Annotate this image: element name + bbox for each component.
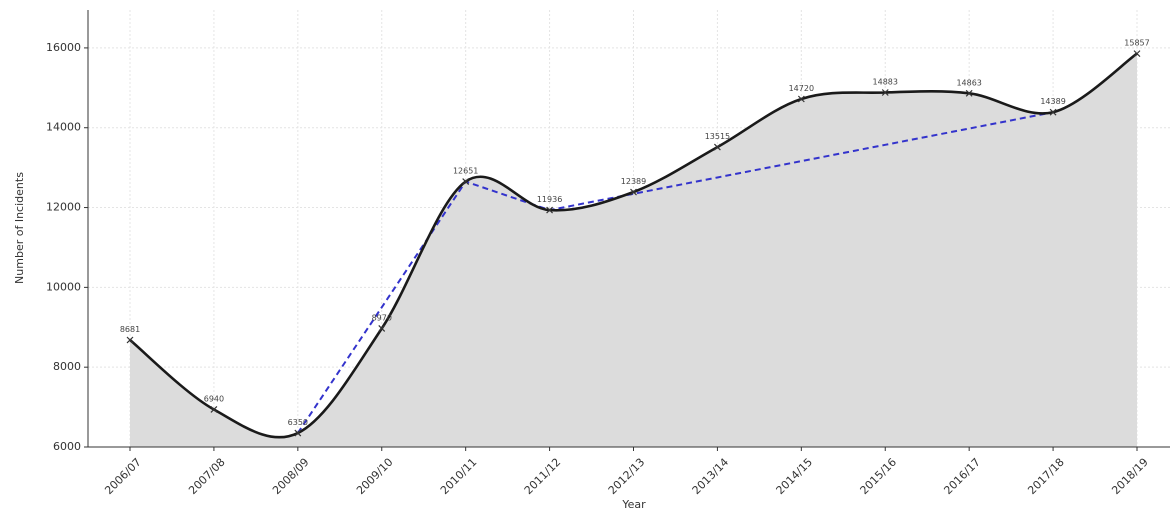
value-label: 8681 <box>120 325 140 334</box>
y-tick-label: 6000 <box>53 440 81 453</box>
x-tick-label: 2006/07 <box>102 456 144 498</box>
point-marker <box>797 95 805 103</box>
y-tick-label: 16000 <box>46 41 81 54</box>
point-marker <box>965 89 973 97</box>
area <box>130 53 1137 448</box>
value-label: 14863 <box>956 78 981 87</box>
x-tick-label: 2010/11 <box>438 456 480 498</box>
y-axis-label: Number of Incidents <box>13 172 26 284</box>
value-label: 6350 <box>288 418 308 427</box>
y-tick-label: 8000 <box>53 360 81 373</box>
x-tick-label: 2011/12 <box>522 456 564 498</box>
point-marker <box>713 143 721 151</box>
x-tick-label: 2013/14 <box>690 456 732 498</box>
x-tick-label: 2007/08 <box>186 456 228 498</box>
x-tick-label: 2008/09 <box>270 456 312 498</box>
point-marker <box>126 336 134 344</box>
trend-line <box>297 111 1054 434</box>
x-tick-label: 2016/17 <box>941 456 983 498</box>
value-label: 15857 <box>1124 39 1149 48</box>
x-tick-label: 2018/19 <box>1109 456 1151 498</box>
x-axis-label: Year <box>621 498 646 511</box>
x-tick-label: 2014/15 <box>774 456 816 498</box>
point-marker <box>378 325 386 332</box>
point-marker <box>881 89 889 96</box>
value-label: 14720 <box>789 84 814 93</box>
value-label: 8970 <box>372 313 392 322</box>
y-tick-label: 12000 <box>46 201 81 214</box>
value-label: 14389 <box>1040 97 1065 106</box>
value-label: 11936 <box>537 195 562 204</box>
point-marker <box>210 406 218 413</box>
x-tick-label: 2009/10 <box>354 456 396 498</box>
value-label: 14883 <box>873 77 898 86</box>
point-marker <box>630 188 637 196</box>
point-marker <box>1049 108 1057 116</box>
point-marker <box>462 178 470 185</box>
x-tick-label: 2012/13 <box>606 456 648 498</box>
value-label: 6940 <box>204 394 224 403</box>
value-label: 13515 <box>705 132 730 141</box>
x-tick-label: 2015/16 <box>858 456 900 498</box>
y-tick-label: 14000 <box>46 121 81 134</box>
point-marker <box>1133 50 1141 58</box>
value-label: 12389 <box>621 177 646 186</box>
x-tick-label: 2017/18 <box>1025 456 1067 498</box>
point-marker <box>546 206 554 214</box>
point-marker <box>294 429 302 437</box>
y-tick-label: 10000 <box>46 280 81 293</box>
value-label: 12651 <box>453 167 478 176</box>
